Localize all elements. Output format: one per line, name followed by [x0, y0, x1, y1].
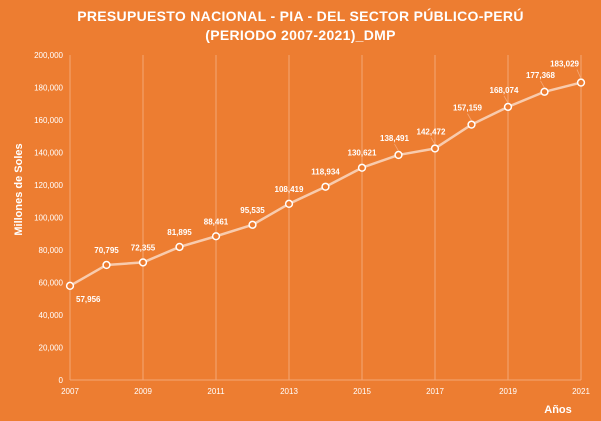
- y-tick-label: 160,000: [34, 116, 63, 125]
- data-label: 70,795: [94, 246, 119, 255]
- data-point: [503, 102, 513, 112]
- data-label: 81,895: [167, 228, 192, 237]
- leader-line: [467, 113, 472, 121]
- leader-line: [503, 95, 509, 104]
- data-point: [248, 220, 257, 229]
- data-point: [284, 199, 294, 208]
- leader-line: [430, 137, 436, 145]
- data-label: 138,491: [380, 134, 409, 143]
- data-point: [357, 163, 367, 172]
- y-tick-label: 140,000: [34, 149, 63, 158]
- data-label: 168,074: [490, 86, 519, 95]
- y-tick-label: 120,000: [34, 181, 63, 190]
- data-label: 72,355: [131, 243, 156, 252]
- y-tick-label: 20,000: [39, 344, 64, 353]
- x-tick-label: 2019: [499, 387, 517, 396]
- data-label: 57,956: [76, 295, 101, 304]
- x-tick-label: 2013: [280, 387, 298, 396]
- y-axis-title: Millones de Soles: [13, 143, 25, 235]
- leader-line: [576, 69, 582, 79]
- y-tick-label: 0: [59, 376, 64, 385]
- y-tick-label: 200,000: [34, 51, 63, 60]
- y-tick-label: 100,000: [34, 214, 63, 223]
- data-point: [321, 182, 330, 191]
- data-label: 177,368: [526, 71, 555, 80]
- data-point: [540, 87, 549, 96]
- y-tick-label: 40,000: [39, 311, 64, 320]
- x-tick-label: 2007: [61, 387, 79, 396]
- data-label: 130,621: [348, 149, 377, 158]
- leader-line: [394, 143, 399, 152]
- data-label: 95,535: [240, 206, 265, 215]
- data-point: [576, 78, 586, 87]
- x-tick-label: 2011: [207, 387, 225, 396]
- chart-title-line-1: PRESUPUESTO NACIONAL - PIA - DEL SECTOR …: [77, 8, 524, 24]
- y-tick-label: 60,000: [39, 279, 64, 288]
- data-point: [102, 260, 111, 270]
- data-point: [65, 281, 75, 290]
- x-tick-label: 2009: [134, 387, 152, 396]
- data-point: [138, 258, 148, 267]
- data-label: 108,419: [275, 185, 304, 194]
- data-point: [211, 232, 221, 241]
- data-label: 157,159: [453, 104, 482, 113]
- x-tick-label: 2017: [426, 387, 444, 396]
- data-label: 183,029: [550, 60, 579, 69]
- data-label: 118,934: [311, 168, 340, 177]
- data-point: [394, 150, 403, 160]
- leader-line: [540, 80, 545, 88]
- y-tick-label: 80,000: [39, 246, 64, 255]
- x-tick-label: 2021: [572, 387, 590, 396]
- y-tick-label: 180,000: [34, 84, 63, 93]
- data-label: 142,472: [417, 127, 446, 136]
- data-label: 88,461: [204, 217, 229, 226]
- x-tick-label: 2015: [353, 387, 371, 396]
- x-axis-title: Años: [544, 404, 572, 416]
- chart-title-line-2: (PERIODO 2007-2021)_DMP: [205, 27, 396, 43]
- data-point: [430, 144, 440, 153]
- data-point: [175, 242, 184, 252]
- data-point: [467, 120, 476, 129]
